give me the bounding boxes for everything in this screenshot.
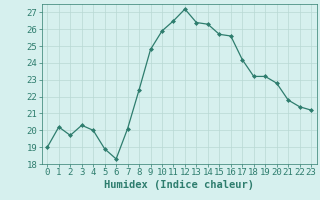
X-axis label: Humidex (Indice chaleur): Humidex (Indice chaleur) xyxy=(104,180,254,190)
